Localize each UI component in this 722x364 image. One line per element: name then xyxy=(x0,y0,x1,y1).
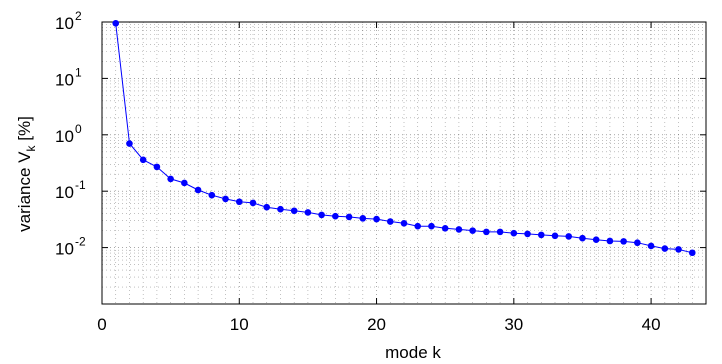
data-point xyxy=(647,242,655,250)
x-tick-label: 30 xyxy=(504,315,523,334)
data-point xyxy=(359,215,367,222)
data-point xyxy=(441,224,449,232)
x-tick-label: 0 xyxy=(97,315,106,334)
data-point xyxy=(551,232,559,240)
data-point xyxy=(675,246,682,253)
data-point xyxy=(592,236,600,244)
y-tick-label-base: 10 xyxy=(55,70,74,89)
y-axis-title-subscript: k xyxy=(24,144,38,151)
y-axis-title-main: variance V xyxy=(15,151,34,232)
data-point xyxy=(455,226,463,233)
data-point xyxy=(345,213,353,221)
y-tick-label-exponent: 0 xyxy=(75,122,82,136)
minor-grid xyxy=(102,22,706,304)
data-point xyxy=(304,209,312,216)
y-tick-label: 10 -1 xyxy=(55,178,86,202)
data-point xyxy=(290,207,298,215)
data-point xyxy=(318,211,325,219)
data-point xyxy=(153,163,161,171)
y-axis-title-unit: [%] xyxy=(15,116,34,145)
data-point xyxy=(249,199,257,207)
y-tick-label-exponent: 1 xyxy=(75,65,82,79)
data-point xyxy=(634,239,641,247)
x-tick-label: 10 xyxy=(230,315,249,334)
data-point xyxy=(277,205,284,213)
y-tick-label: 10 0 xyxy=(55,122,82,146)
data-point xyxy=(263,203,271,211)
x-tick-label: 20 xyxy=(367,315,386,334)
data-point xyxy=(235,198,243,206)
data-point xyxy=(139,156,147,164)
y-tick-label-exponent: -1 xyxy=(75,178,86,192)
y-tick-label-base: 10 xyxy=(55,183,74,202)
data-point xyxy=(332,212,339,220)
data-point xyxy=(167,175,174,183)
x-tick-label: 40 xyxy=(642,315,661,334)
y-tick-label-base: 10 xyxy=(55,127,74,146)
data-point xyxy=(606,237,614,245)
data-point xyxy=(428,222,435,230)
x-axis-title: mode k xyxy=(385,343,441,362)
y-tick-label: 10 2 xyxy=(55,9,82,33)
data-point xyxy=(181,179,188,187)
data-point xyxy=(579,234,586,242)
series-variance xyxy=(112,19,696,257)
y-tick-label-base: 10 xyxy=(55,14,74,33)
y-tick-label-exponent: -2 xyxy=(75,235,86,249)
data-point xyxy=(400,219,408,227)
data-point xyxy=(386,218,394,225)
data-point xyxy=(222,195,229,203)
data-point xyxy=(414,222,422,230)
data-point xyxy=(496,228,504,236)
y-tick-label-base: 10 xyxy=(55,240,74,259)
data-point xyxy=(126,140,133,147)
data-point xyxy=(661,245,669,252)
data-point xyxy=(373,215,380,223)
y-tick-label: 10 1 xyxy=(55,65,82,89)
data-point xyxy=(524,230,531,238)
axis-ticks xyxy=(101,21,706,304)
data-point xyxy=(565,233,573,240)
y-tick-label-exponent: 2 xyxy=(75,9,82,23)
data-point xyxy=(620,238,627,245)
y-tick-label: 10 -2 xyxy=(55,235,86,259)
data-point xyxy=(688,249,696,257)
data-point xyxy=(469,227,476,234)
data-point xyxy=(194,186,202,194)
data-point xyxy=(510,229,518,237)
data-point xyxy=(112,19,120,27)
data-point xyxy=(208,191,216,199)
data-point xyxy=(537,231,545,239)
data-point xyxy=(483,228,490,236)
plot-frame xyxy=(101,21,707,305)
y-axis-title: variance Vk [%] xyxy=(15,116,38,232)
